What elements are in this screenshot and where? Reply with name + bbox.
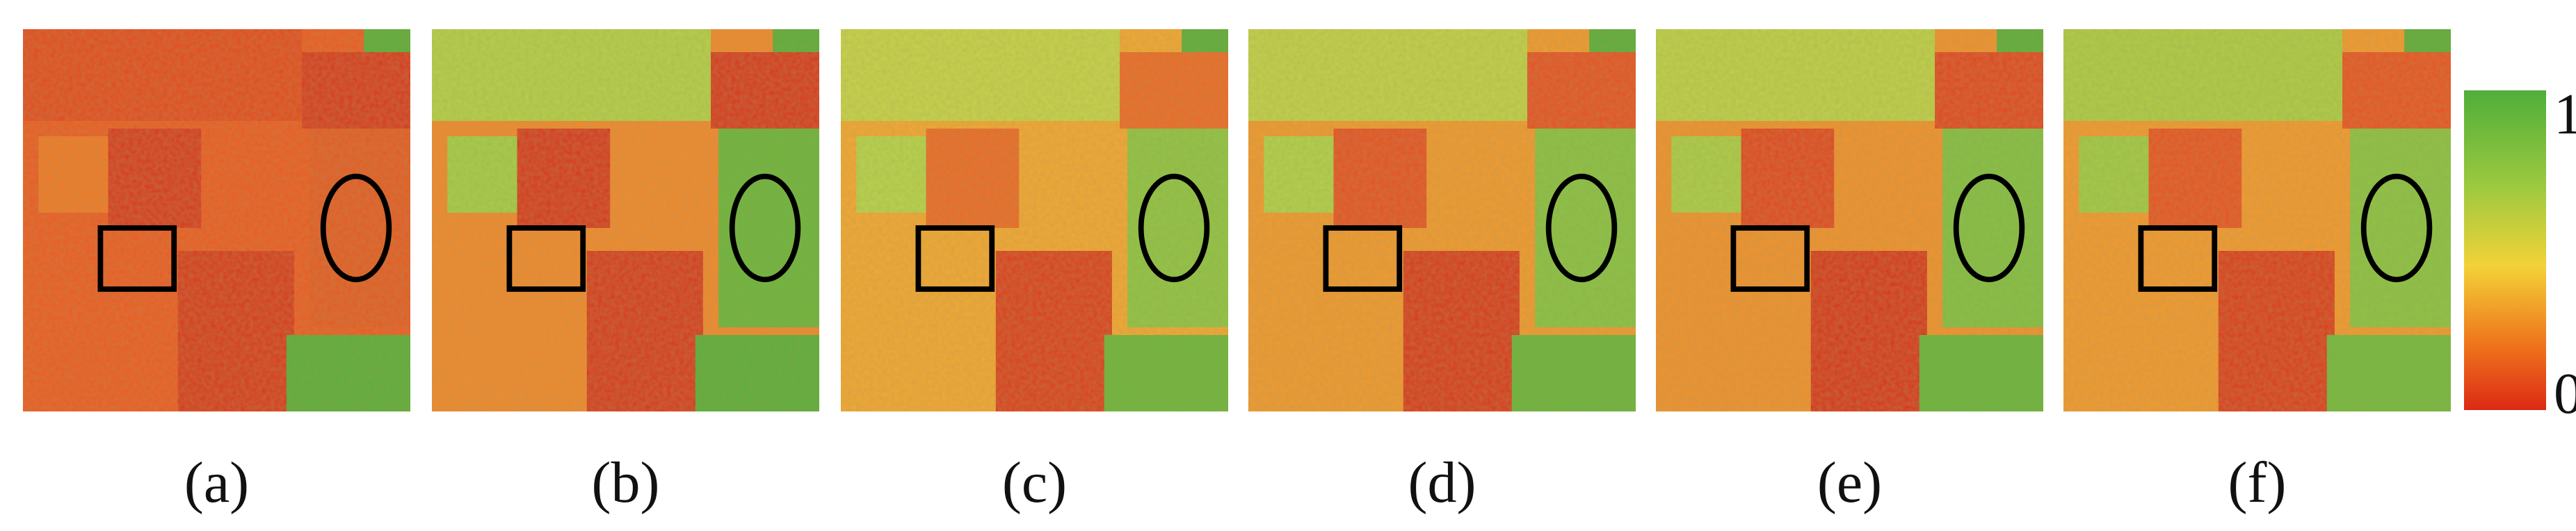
field bbox=[1535, 129, 1636, 327]
field bbox=[1333, 129, 1427, 228]
field bbox=[841, 29, 1120, 121]
field bbox=[1810, 251, 1927, 411]
panel-caption: (c) bbox=[1001, 450, 1068, 515]
field bbox=[302, 52, 410, 129]
field bbox=[1935, 52, 2043, 129]
field bbox=[286, 335, 410, 411]
map-image bbox=[432, 29, 819, 411]
map-fields bbox=[23, 29, 410, 411]
field bbox=[586, 251, 703, 411]
field bbox=[1403, 251, 1520, 411]
field bbox=[364, 29, 410, 52]
map-image bbox=[1248, 29, 1636, 411]
field bbox=[1127, 129, 1228, 327]
map-fields bbox=[1248, 29, 1636, 411]
panel-caption: (e) bbox=[1817, 450, 1883, 515]
roi-ellipse bbox=[320, 173, 392, 283]
field bbox=[2350, 129, 2451, 327]
map-fields bbox=[841, 29, 1228, 411]
roi-ellipse bbox=[729, 173, 801, 283]
panel-caption: (d) bbox=[1408, 450, 1476, 515]
field bbox=[1919, 335, 2043, 411]
field bbox=[926, 129, 1020, 228]
field bbox=[1511, 335, 1636, 411]
field bbox=[2218, 251, 2335, 411]
field bbox=[517, 129, 611, 228]
field bbox=[2342, 52, 2451, 129]
field bbox=[695, 335, 819, 411]
field bbox=[432, 29, 711, 121]
field bbox=[1182, 29, 1228, 52]
field bbox=[711, 52, 819, 129]
field bbox=[718, 129, 819, 327]
map-image bbox=[841, 29, 1228, 411]
field bbox=[1741, 129, 1835, 228]
field bbox=[108, 129, 202, 228]
roi-ellipse bbox=[1953, 173, 2025, 283]
field bbox=[1656, 29, 1935, 121]
roi-ellipse bbox=[1138, 173, 1210, 283]
field bbox=[2148, 129, 2242, 228]
roi-box bbox=[97, 225, 177, 292]
field bbox=[2063, 29, 2343, 121]
map-image bbox=[1656, 29, 2043, 411]
field bbox=[2404, 29, 2451, 52]
colorbar-max-label: 1 bbox=[2554, 82, 2576, 147]
field bbox=[1997, 29, 2043, 52]
field bbox=[1589, 29, 1636, 52]
map-image bbox=[2063, 29, 2451, 411]
roi-ellipse bbox=[1545, 173, 1618, 283]
map-fields bbox=[432, 29, 819, 411]
map-image bbox=[23, 29, 410, 411]
field bbox=[2326, 335, 2451, 411]
field bbox=[1942, 129, 2043, 327]
map-fields bbox=[1656, 29, 2043, 411]
panel-caption: (f) bbox=[2228, 450, 2287, 515]
roi-box bbox=[1730, 225, 1810, 292]
panel-caption: (b) bbox=[591, 450, 660, 515]
panel-caption: (a) bbox=[184, 450, 250, 515]
roi-box bbox=[1323, 225, 1403, 292]
roi-ellipse bbox=[2360, 173, 2433, 283]
field bbox=[309, 129, 410, 327]
field bbox=[995, 251, 1112, 411]
map-fields bbox=[2063, 29, 2451, 411]
colorbar bbox=[2464, 90, 2546, 410]
colorbar-min-label: 0 bbox=[2554, 361, 2576, 426]
field bbox=[177, 251, 294, 411]
field bbox=[1104, 335, 1228, 411]
field bbox=[1527, 52, 1636, 129]
field bbox=[1248, 29, 1528, 121]
roi-box bbox=[915, 225, 995, 292]
roi-box bbox=[2138, 225, 2218, 292]
field bbox=[773, 29, 819, 52]
field bbox=[1120, 52, 1228, 129]
field bbox=[23, 29, 303, 121]
roi-box bbox=[506, 225, 586, 292]
